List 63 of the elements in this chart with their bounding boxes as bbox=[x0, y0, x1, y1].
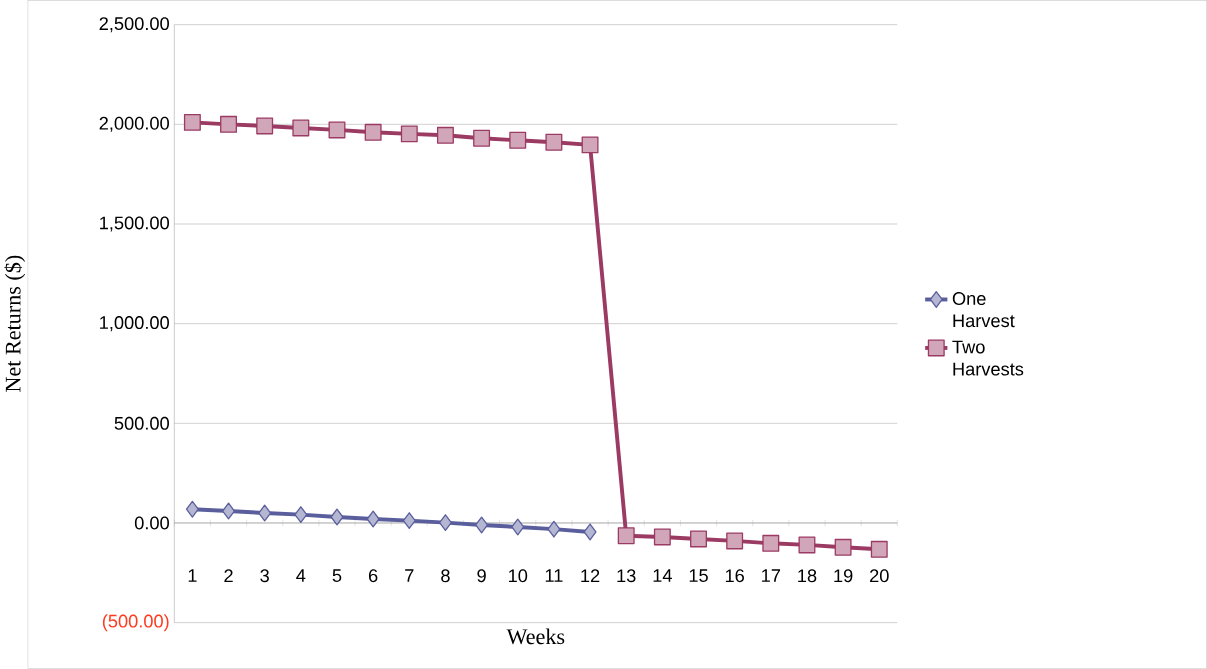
x-tick-label: 10 bbox=[508, 569, 528, 583]
y-tick-label: 0.00 bbox=[134, 516, 169, 530]
point bbox=[473, 129, 491, 147]
point bbox=[364, 123, 382, 141]
point bbox=[330, 508, 344, 526]
y-tick-label: 2,000.00 bbox=[99, 116, 169, 132]
point bbox=[256, 117, 274, 135]
point bbox=[511, 518, 525, 536]
y-tick-label: 1,000.00 bbox=[100, 316, 169, 332]
x-tick-label: 17 bbox=[762, 569, 781, 582]
y-tick-label: (500.00) bbox=[102, 614, 169, 632]
x-tick-label: 14 bbox=[653, 569, 672, 582]
x-tick-label: 18 bbox=[798, 569, 817, 583]
point bbox=[834, 538, 852, 556]
x-tick-label: 5 bbox=[332, 569, 342, 583]
x-tick-label: 13 bbox=[617, 569, 636, 583]
point bbox=[400, 125, 418, 143]
y-tick-label: 2,500.00 bbox=[99, 17, 169, 33]
point bbox=[798, 536, 816, 554]
legend-label: One Harvest bbox=[952, 292, 1015, 328]
x-tick-label: 7 bbox=[405, 569, 414, 582]
x-tick-label: 19 bbox=[834, 569, 853, 583]
point bbox=[222, 502, 236, 520]
point bbox=[690, 530, 707, 548]
point bbox=[870, 540, 888, 558]
y-tick-label: 1,500.00 bbox=[100, 216, 169, 232]
x-tick-label: 11 bbox=[545, 569, 563, 582]
point bbox=[653, 528, 671, 546]
y-tick-label: 500.00 bbox=[114, 416, 169, 430]
x-tick-label: 4 bbox=[296, 569, 306, 582]
point bbox=[509, 131, 527, 149]
point bbox=[583, 523, 597, 541]
point bbox=[183, 113, 201, 131]
x-axis-title: Weeks bbox=[506, 628, 565, 645]
x-tick-label: 3 bbox=[260, 569, 269, 583]
point bbox=[366, 510, 380, 528]
point bbox=[617, 527, 635, 545]
x-tick-label: 15 bbox=[689, 569, 708, 583]
point bbox=[762, 534, 780, 552]
x-tick-label: 12 bbox=[581, 569, 600, 583]
x-tick-label: 9 bbox=[477, 569, 486, 583]
point bbox=[402, 512, 416, 530]
point bbox=[581, 136, 599, 154]
point bbox=[545, 133, 563, 151]
y-axis-title: Net Returns ($) bbox=[4, 255, 26, 392]
point bbox=[258, 504, 272, 522]
x-tick-label: 1 bbox=[188, 569, 197, 582]
legend-label: Two Harvests bbox=[952, 340, 1024, 376]
point bbox=[547, 520, 561, 538]
x-tick-label: 16 bbox=[725, 569, 744, 583]
x-tick-label: 6 bbox=[368, 569, 378, 583]
x-tick-label: 8 bbox=[441, 569, 450, 583]
point bbox=[438, 514, 452, 532]
point bbox=[475, 516, 489, 534]
point bbox=[292, 119, 310, 137]
point bbox=[328, 121, 346, 139]
point bbox=[294, 506, 308, 524]
point bbox=[220, 115, 237, 133]
x-tick-label: 2 bbox=[224, 569, 233, 583]
point bbox=[185, 500, 199, 518]
point bbox=[436, 126, 454, 144]
x-tick-label: 20 bbox=[870, 569, 889, 583]
point bbox=[726, 532, 744, 550]
